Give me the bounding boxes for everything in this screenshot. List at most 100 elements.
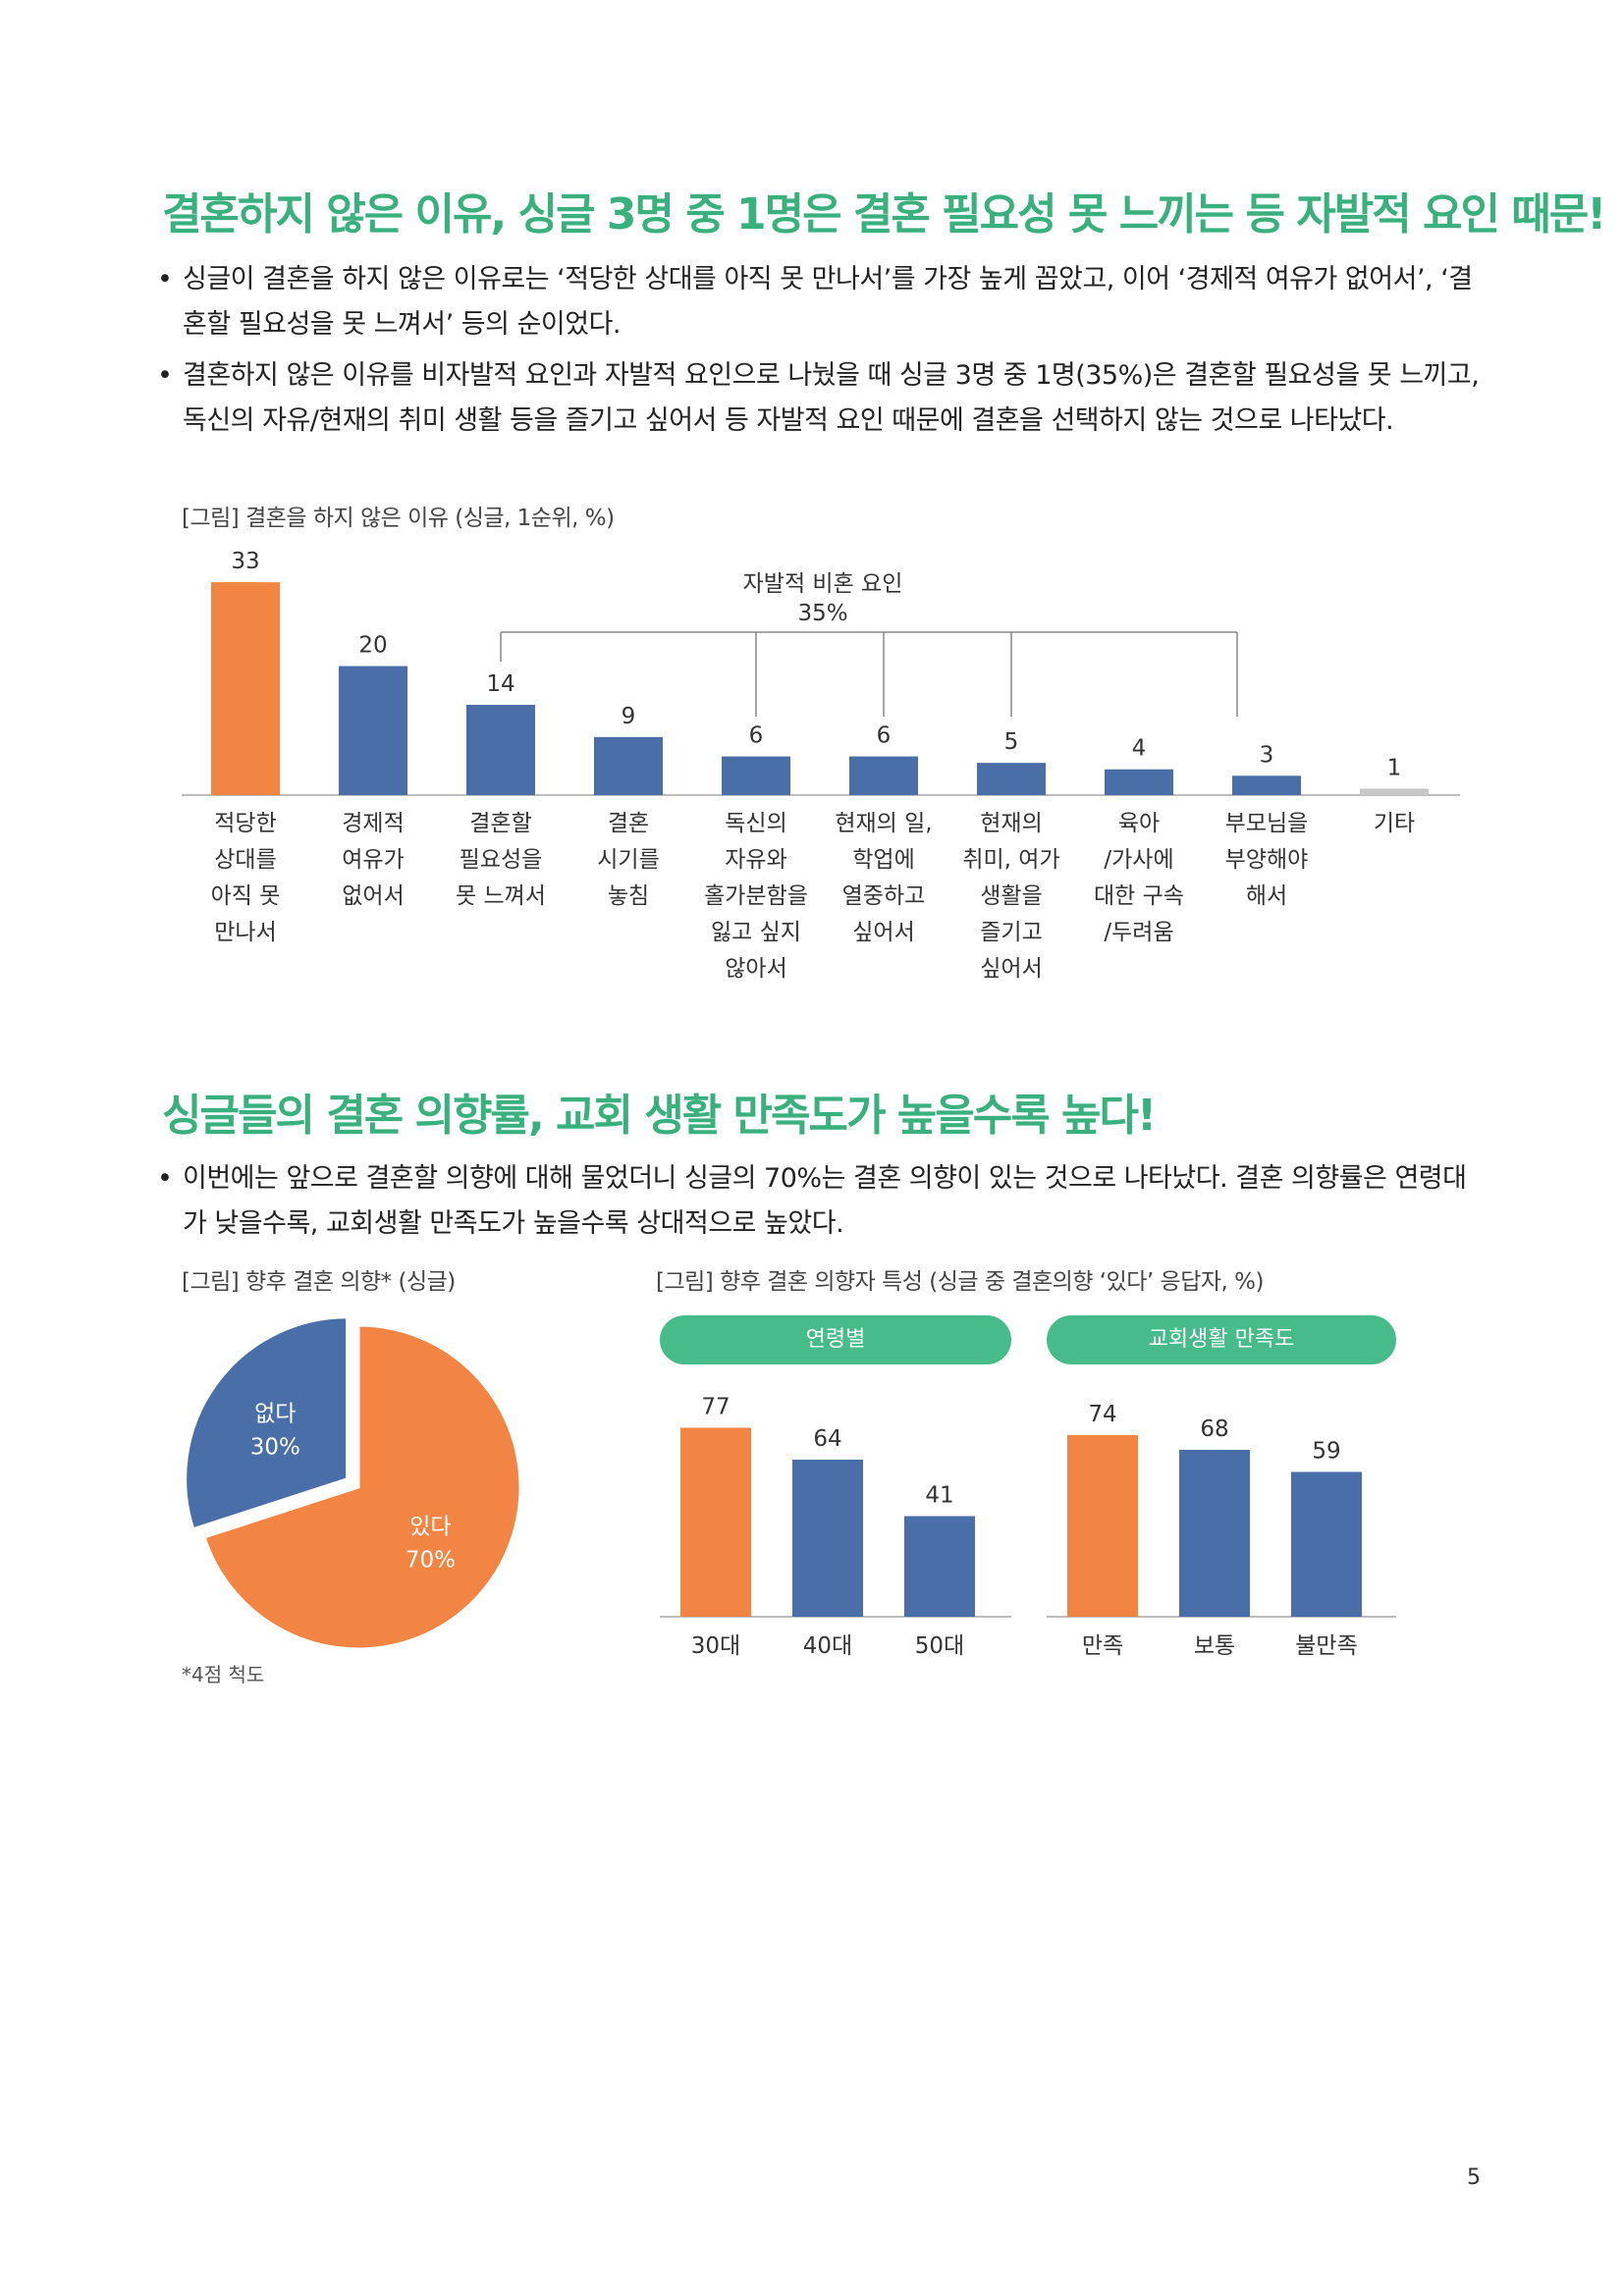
category-label-7-line-2: 취미, 여가	[962, 847, 1059, 873]
category-label-3-line-2: 필요성을	[460, 847, 543, 873]
pie-slice-2	[184, 1315, 350, 1531]
category-label-4-line-1: 결혼	[608, 811, 649, 836]
bullet-text: 결혼하지 않은 이유를 비자발적 요인과 자발적 요인으로 나눴을 때 싱글 3…	[183, 360, 1480, 436]
category-label-5-line-2: 자유와	[725, 847, 786, 873]
age-data-label-2: 64	[813, 1426, 841, 1452]
satisfaction-category-label-2: 보통	[1194, 1633, 1235, 1659]
category-label-10-line-1: 기타	[1374, 811, 1415, 836]
bar-6	[849, 756, 918, 795]
category-label-3-line-3: 못 느껴서	[456, 883, 546, 909]
satisfaction-data-label-1: 74	[1088, 1402, 1116, 1427]
footnote: *4점 척도	[182, 1663, 265, 1686]
annotation-value: 35%	[797, 601, 847, 626]
age-data-label-3: 41	[925, 1483, 953, 1509]
satisfaction-data-label-2: 68	[1200, 1416, 1228, 1442]
bar-5	[722, 756, 790, 795]
marriage-intent-pie-chart: 있다 70% 없다 30%	[184, 1315, 522, 1651]
satisfaction-bar-3	[1291, 1471, 1362, 1617]
category-label-6-line-3: 열중하고	[842, 883, 926, 909]
category-label-7-line-1: 현재의	[980, 811, 1042, 836]
data-label-5: 6	[749, 723, 764, 749]
bar-10	[1360, 788, 1429, 795]
category-label-2-line-1: 경제적	[342, 811, 404, 836]
pie-slice-label-1: 있다	[409, 1514, 451, 1539]
satisfaction-bar-1	[1067, 1435, 1138, 1617]
section1-bullet-2: • 결혼하지 않은 이유를 비자발적 요인과 자발적 요인으로 나눴을 때 싱글…	[157, 353, 1483, 444]
category-label-9-line-1: 부모님을	[1225, 811, 1309, 836]
category-label-2-line-3: 없어서	[342, 883, 404, 909]
category-label-6-line-4: 싶어서	[852, 920, 914, 945]
bar-8	[1105, 769, 1173, 795]
satisfaction-data-label-3: 59	[1312, 1439, 1340, 1465]
category-label-3-line-1: 결혼할	[469, 811, 531, 836]
category-label-7-line-4: 즐기고	[980, 920, 1042, 945]
section2-bullet-1: • 이번에는 앞으로 결혼할 의향에 대해 물었더니 싱글의 70%는 결혼 의…	[157, 1156, 1483, 1247]
category-label-5-line-1: 독신의	[725, 811, 786, 836]
church-satisfaction-pill: 교회생활 만족도	[1047, 1315, 1396, 1364]
bullet-dot: •	[157, 1163, 173, 1194]
bar-4	[594, 736, 663, 795]
bar-2	[339, 666, 407, 795]
category-label-7-line-5: 싶어서	[980, 956, 1042, 982]
intent-bars-caption: [그림] 향후 결혼 의향자 특성 (싱글 중 결혼의향 ‘있다’ 응답자, %…	[656, 1269, 1264, 1295]
category-label-5-line-4: 잃고 싶지	[711, 920, 801, 945]
data-label-1: 33	[231, 549, 259, 574]
bullet-text: 이번에는 앞으로 결혼할 의향에 대해 물었더니 싱글의 70%는 결혼 의향이…	[183, 1163, 1467, 1239]
age-category-label-1: 30대	[691, 1633, 740, 1659]
pie-slice-value-1: 70%	[406, 1547, 456, 1573]
age-data-label-1: 77	[701, 1395, 730, 1420]
pie-chart-caption: [그림] 향후 결혼 의향* (싱글)	[182, 1269, 456, 1295]
age-bar-1	[680, 1427, 751, 1617]
category-label-8-line-4: /두려움	[1104, 920, 1173, 945]
bullet-text: 싱글이 결혼을 하지 않은 이유로는 ‘적당한 상대를 아직 못 만나서’를 가…	[183, 264, 1473, 340]
data-label-8: 4	[1132, 736, 1147, 762]
category-label-8-line-2: /가사에	[1104, 847, 1173, 873]
satisfaction-bar-2	[1179, 1450, 1250, 1617]
church-satisfaction-bar-chart: 74 만족 68 보통 59 불만족	[1047, 1402, 1396, 1659]
data-label-7: 5	[1004, 729, 1019, 755]
age-category-label-2: 40대	[803, 1633, 852, 1659]
category-label-1-line-1: 적당한	[214, 811, 276, 836]
pie-slice-1	[202, 1323, 522, 1651]
bullet-dot: •	[157, 360, 173, 391]
category-label-1-line-2: 상대를	[214, 847, 276, 873]
section1-heading: 결혼하지 않은 이유, 싱글 3명 중 1명은 결혼 필요성 못 느끼는 등 자…	[162, 189, 1606, 240]
data-label-4: 9	[622, 704, 636, 729]
category-label-5-line-5: 않아서	[725, 956, 786, 982]
category-label-7-line-3: 생활을	[980, 883, 1042, 909]
category-label-5-line-3: 홀가분함을	[704, 883, 808, 909]
bar-9	[1232, 775, 1301, 795]
category-label-1-line-4: 만나서	[214, 920, 276, 945]
category-label-4-line-3: 놓침	[608, 883, 649, 909]
age-bar-2	[792, 1460, 863, 1617]
satisfaction-category-label-3: 불만족	[1295, 1633, 1357, 1659]
bar-1	[211, 582, 280, 795]
bar-3	[466, 705, 535, 795]
category-label-1-line-3: 아직 못	[211, 883, 281, 909]
bullet-dot: •	[157, 264, 173, 294]
annotation-label: 자발적 비혼 요인	[743, 571, 903, 597]
pie-slice-value-2: 30%	[250, 1434, 300, 1460]
age-group-pill: 연령별	[660, 1315, 1011, 1364]
category-label-8-line-3: 대한 구속	[1094, 883, 1184, 909]
data-label-3: 14	[486, 671, 514, 697]
age-group-bar-chart: 77 30대 64 40대 41 50대	[660, 1395, 1011, 1659]
category-label-6-line-2: 학업에	[852, 847, 914, 873]
data-label-6: 6	[877, 723, 892, 749]
section2-heading: 싱글들의 결혼 의향률, 교회 생활 만족도가 높을수록 높다!	[162, 1091, 1157, 1141]
bar-7	[977, 763, 1046, 795]
category-label-6-line-1: 현재의 일,	[835, 811, 932, 836]
category-label-4-line-2: 시기를	[597, 847, 659, 873]
pie-slice-label-2: 없다	[254, 1401, 296, 1426]
data-label-10: 1	[1387, 755, 1402, 780]
data-label-2: 20	[358, 633, 387, 659]
category-label-8-line-1: 육아	[1118, 811, 1160, 836]
satisfaction-category-label-1: 만족	[1082, 1633, 1123, 1659]
category-label-9-line-3: 해서	[1246, 883, 1287, 909]
category-label-9-line-2: 부양해야	[1225, 847, 1309, 873]
page-number: 5	[1467, 2165, 1481, 2190]
category-label-2-line-2: 여유가	[342, 847, 404, 873]
age-category-label-3: 50대	[915, 1633, 964, 1659]
section1-bullet-1: • 싱글이 결혼을 하지 않은 이유로는 ‘적당한 상대를 아직 못 만나서’를…	[157, 257, 1483, 347]
